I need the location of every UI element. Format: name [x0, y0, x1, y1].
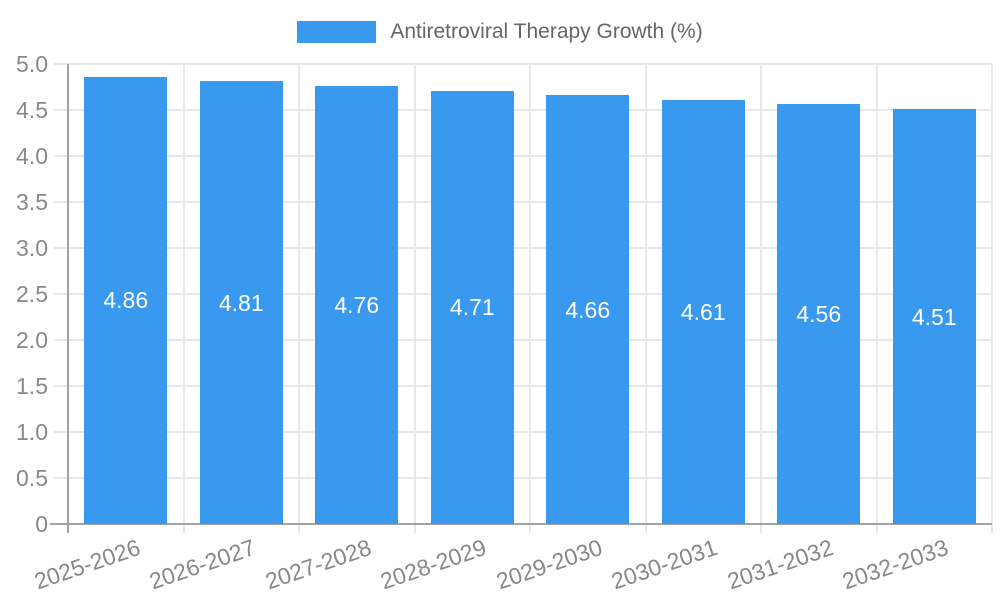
bar[interactable] — [199, 81, 283, 524]
bar[interactable] — [84, 76, 168, 524]
gridline-horizontal — [54, 477, 992, 479]
gridline-vertical — [182, 64, 185, 533]
x-tick-label: 2025-2026 — [30, 534, 144, 595]
x-tick-label: 2029-2030 — [492, 534, 606, 595]
bar[interactable] — [661, 99, 745, 524]
legend: Antiretroviral Therapy Growth (%) — [0, 20, 1000, 44]
legend-item[interactable]: Antiretroviral Therapy Growth (%) — [297, 20, 703, 44]
bar-value-label: 4.86 — [103, 287, 149, 314]
x-tick-label: 2026-2027 — [146, 534, 259, 595]
bar-value-label: 4.51 — [911, 303, 957, 330]
y-tick-label: 4.0 — [16, 143, 48, 169]
gridline-vertical — [875, 64, 878, 533]
bar[interactable] — [315, 86, 399, 524]
y-tick-label: 4.5 — [16, 97, 48, 123]
gridline-vertical — [298, 64, 300, 533]
bar-value-label: 4.61 — [680, 298, 726, 325]
gridline-horizontal — [54, 339, 992, 341]
gridline-horizontal — [54, 247, 992, 249]
y-tick-label: 5.0 — [16, 51, 48, 77]
gridline-horizontal — [54, 109, 992, 111]
gridline-horizontal — [54, 201, 992, 203]
legend-swatch-icon — [297, 21, 377, 43]
legend-label: Antiretroviral Therapy Growth (%) — [390, 20, 703, 43]
y-tick-label: 3.5 — [16, 189, 48, 215]
y-axis-line — [67, 64, 69, 533]
bar[interactable] — [892, 109, 976, 524]
bar[interactable] — [546, 95, 630, 524]
gridline-vertical — [413, 64, 416, 533]
gridline-horizontal — [54, 385, 992, 387]
bar[interactable] — [777, 104, 861, 524]
bar-value-label: 4.71 — [449, 294, 495, 321]
bar-value-label: 4.56 — [796, 301, 842, 328]
x-tick-label: 2032-2033 — [839, 534, 952, 595]
y-tick-label: 2.0 — [16, 327, 48, 353]
gridline-horizontal — [54, 431, 992, 433]
gridline-horizontal — [54, 293, 992, 295]
y-tick-label: 0 — [35, 511, 48, 537]
gridline-horizontal — [54, 63, 992, 65]
gridline-vertical — [991, 64, 993, 533]
x-tick-label: 2028-2029 — [377, 534, 490, 595]
y-tick-label: 3.0 — [16, 235, 48, 261]
x-tick-label: 2030-2031 — [608, 534, 721, 595]
bar-value-label: 4.81 — [218, 289, 264, 316]
y-tick-label: 1.5 — [16, 373, 48, 399]
gridline-vertical — [760, 64, 762, 533]
x-axis-line — [50, 523, 992, 525]
gridline-vertical — [529, 64, 531, 533]
y-tick-label: 1.0 — [16, 419, 48, 445]
x-tick-label: 2027-2028 — [261, 534, 375, 595]
y-tick-label: 0.5 — [16, 465, 48, 491]
x-tick-label: 2031-2032 — [723, 534, 837, 595]
bar-value-label: 4.66 — [565, 296, 611, 323]
bar[interactable] — [430, 90, 514, 524]
bar-value-label: 4.76 — [334, 292, 380, 319]
gridline-horizontal — [54, 155, 992, 157]
gridline-vertical — [644, 64, 647, 533]
y-tick-label: 2.5 — [16, 281, 48, 307]
